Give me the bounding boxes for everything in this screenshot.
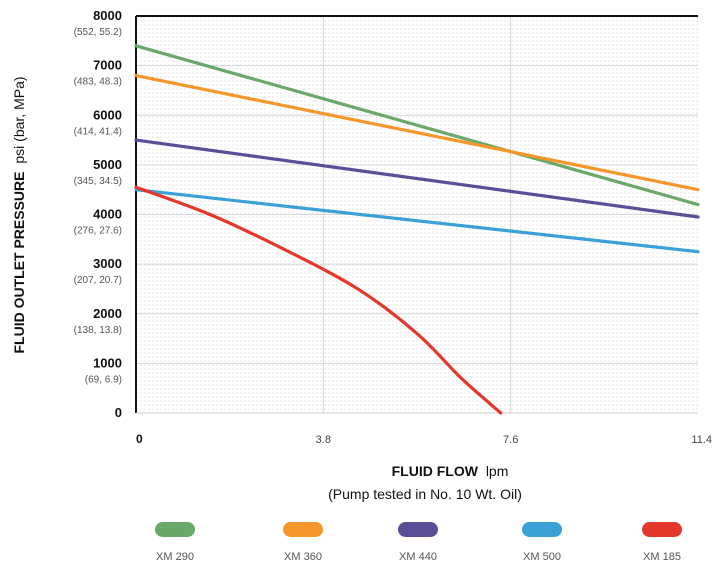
x-tick-label: 0 bbox=[136, 432, 143, 446]
series-line-xm-290 bbox=[134, 44, 700, 207]
y-tick-sublabel: (69, 6.9) bbox=[85, 374, 122, 385]
legend-label: XM 360 bbox=[284, 551, 322, 563]
x-tick-label: 3.8 bbox=[316, 434, 331, 446]
series-line-xm-185 bbox=[134, 185, 503, 415]
series-lines bbox=[134, 44, 700, 415]
x-axis-label: FLUID FLOW lpm bbox=[392, 463, 509, 479]
legend-label: XM 500 bbox=[523, 551, 561, 563]
legend-swatch-xm-500 bbox=[522, 522, 562, 537]
y-tick-sublabel: (483, 48.3) bbox=[74, 77, 122, 88]
legend-label: XM 185 bbox=[643, 551, 681, 563]
y-tick-sublabel: (414, 41.4) bbox=[74, 126, 122, 137]
series-line-xm-440 bbox=[134, 138, 700, 219]
legend: XM 290 XM 360 XM 440 XM 500 XM 185 bbox=[155, 522, 682, 563]
legend-swatch-xm-185 bbox=[642, 522, 682, 537]
x-tick-label: 7.6 bbox=[503, 434, 518, 446]
y-tick-sublabel: (276, 27.6) bbox=[74, 226, 122, 237]
legend-label: XM 290 bbox=[156, 551, 194, 563]
legend-swatch-xm-440 bbox=[398, 522, 438, 537]
y-tick-label: 1000 bbox=[93, 355, 122, 370]
y-tick-sublabel: (552, 55.2) bbox=[74, 27, 122, 38]
y-axis-label: FLUID OUTLET PRESSURE psi (bar, MPa) bbox=[11, 76, 27, 353]
series-line-xm-360 bbox=[134, 73, 700, 192]
y-tick-label: 4000 bbox=[93, 207, 122, 222]
y-tick-label: 6000 bbox=[93, 107, 122, 122]
legend-swatch-xm-290 bbox=[155, 522, 195, 537]
grid bbox=[135, 15, 698, 414]
y-tick-sublabel: (138, 13.8) bbox=[74, 325, 122, 336]
x-axis-note: (Pump tested in No. 10 Wt. Oil) bbox=[328, 486, 522, 502]
y-tick-label: 8000 bbox=[93, 8, 122, 23]
y-tick-sublabel: (207, 20.7) bbox=[74, 275, 122, 286]
series-line-xm-500 bbox=[134, 188, 700, 254]
y-tick-label: 7000 bbox=[93, 58, 122, 73]
x-tick-labels: 0 3.8 7.6 11.4 bbox=[136, 432, 712, 446]
y-tick-labels: 0 1000 (69, 6.9) 2000 (138, 13.8) 3000 (207, 2… bbox=[74, 8, 122, 420]
y-tick-sublabel: (345, 34.5) bbox=[74, 176, 122, 187]
x-axis-label-unit: lpm bbox=[486, 463, 509, 479]
y-axis-label-unit: psi (bar, MPa) bbox=[11, 76, 27, 163]
legend-swatch-xm-360 bbox=[283, 522, 323, 537]
y-tick-label: 3000 bbox=[93, 256, 122, 271]
y-axis-label-bold: FLUID OUTLET PRESSURE bbox=[11, 172, 27, 354]
legend-label: XM 440 bbox=[399, 551, 437, 563]
y-tick-label: 5000 bbox=[93, 157, 122, 172]
y-tick-label: 2000 bbox=[93, 306, 122, 321]
x-tick-label: 11.4 bbox=[691, 434, 712, 446]
x-axis-label-bold: FLUID FLOW bbox=[392, 463, 479, 479]
y-tick-label: 0 bbox=[115, 405, 122, 420]
